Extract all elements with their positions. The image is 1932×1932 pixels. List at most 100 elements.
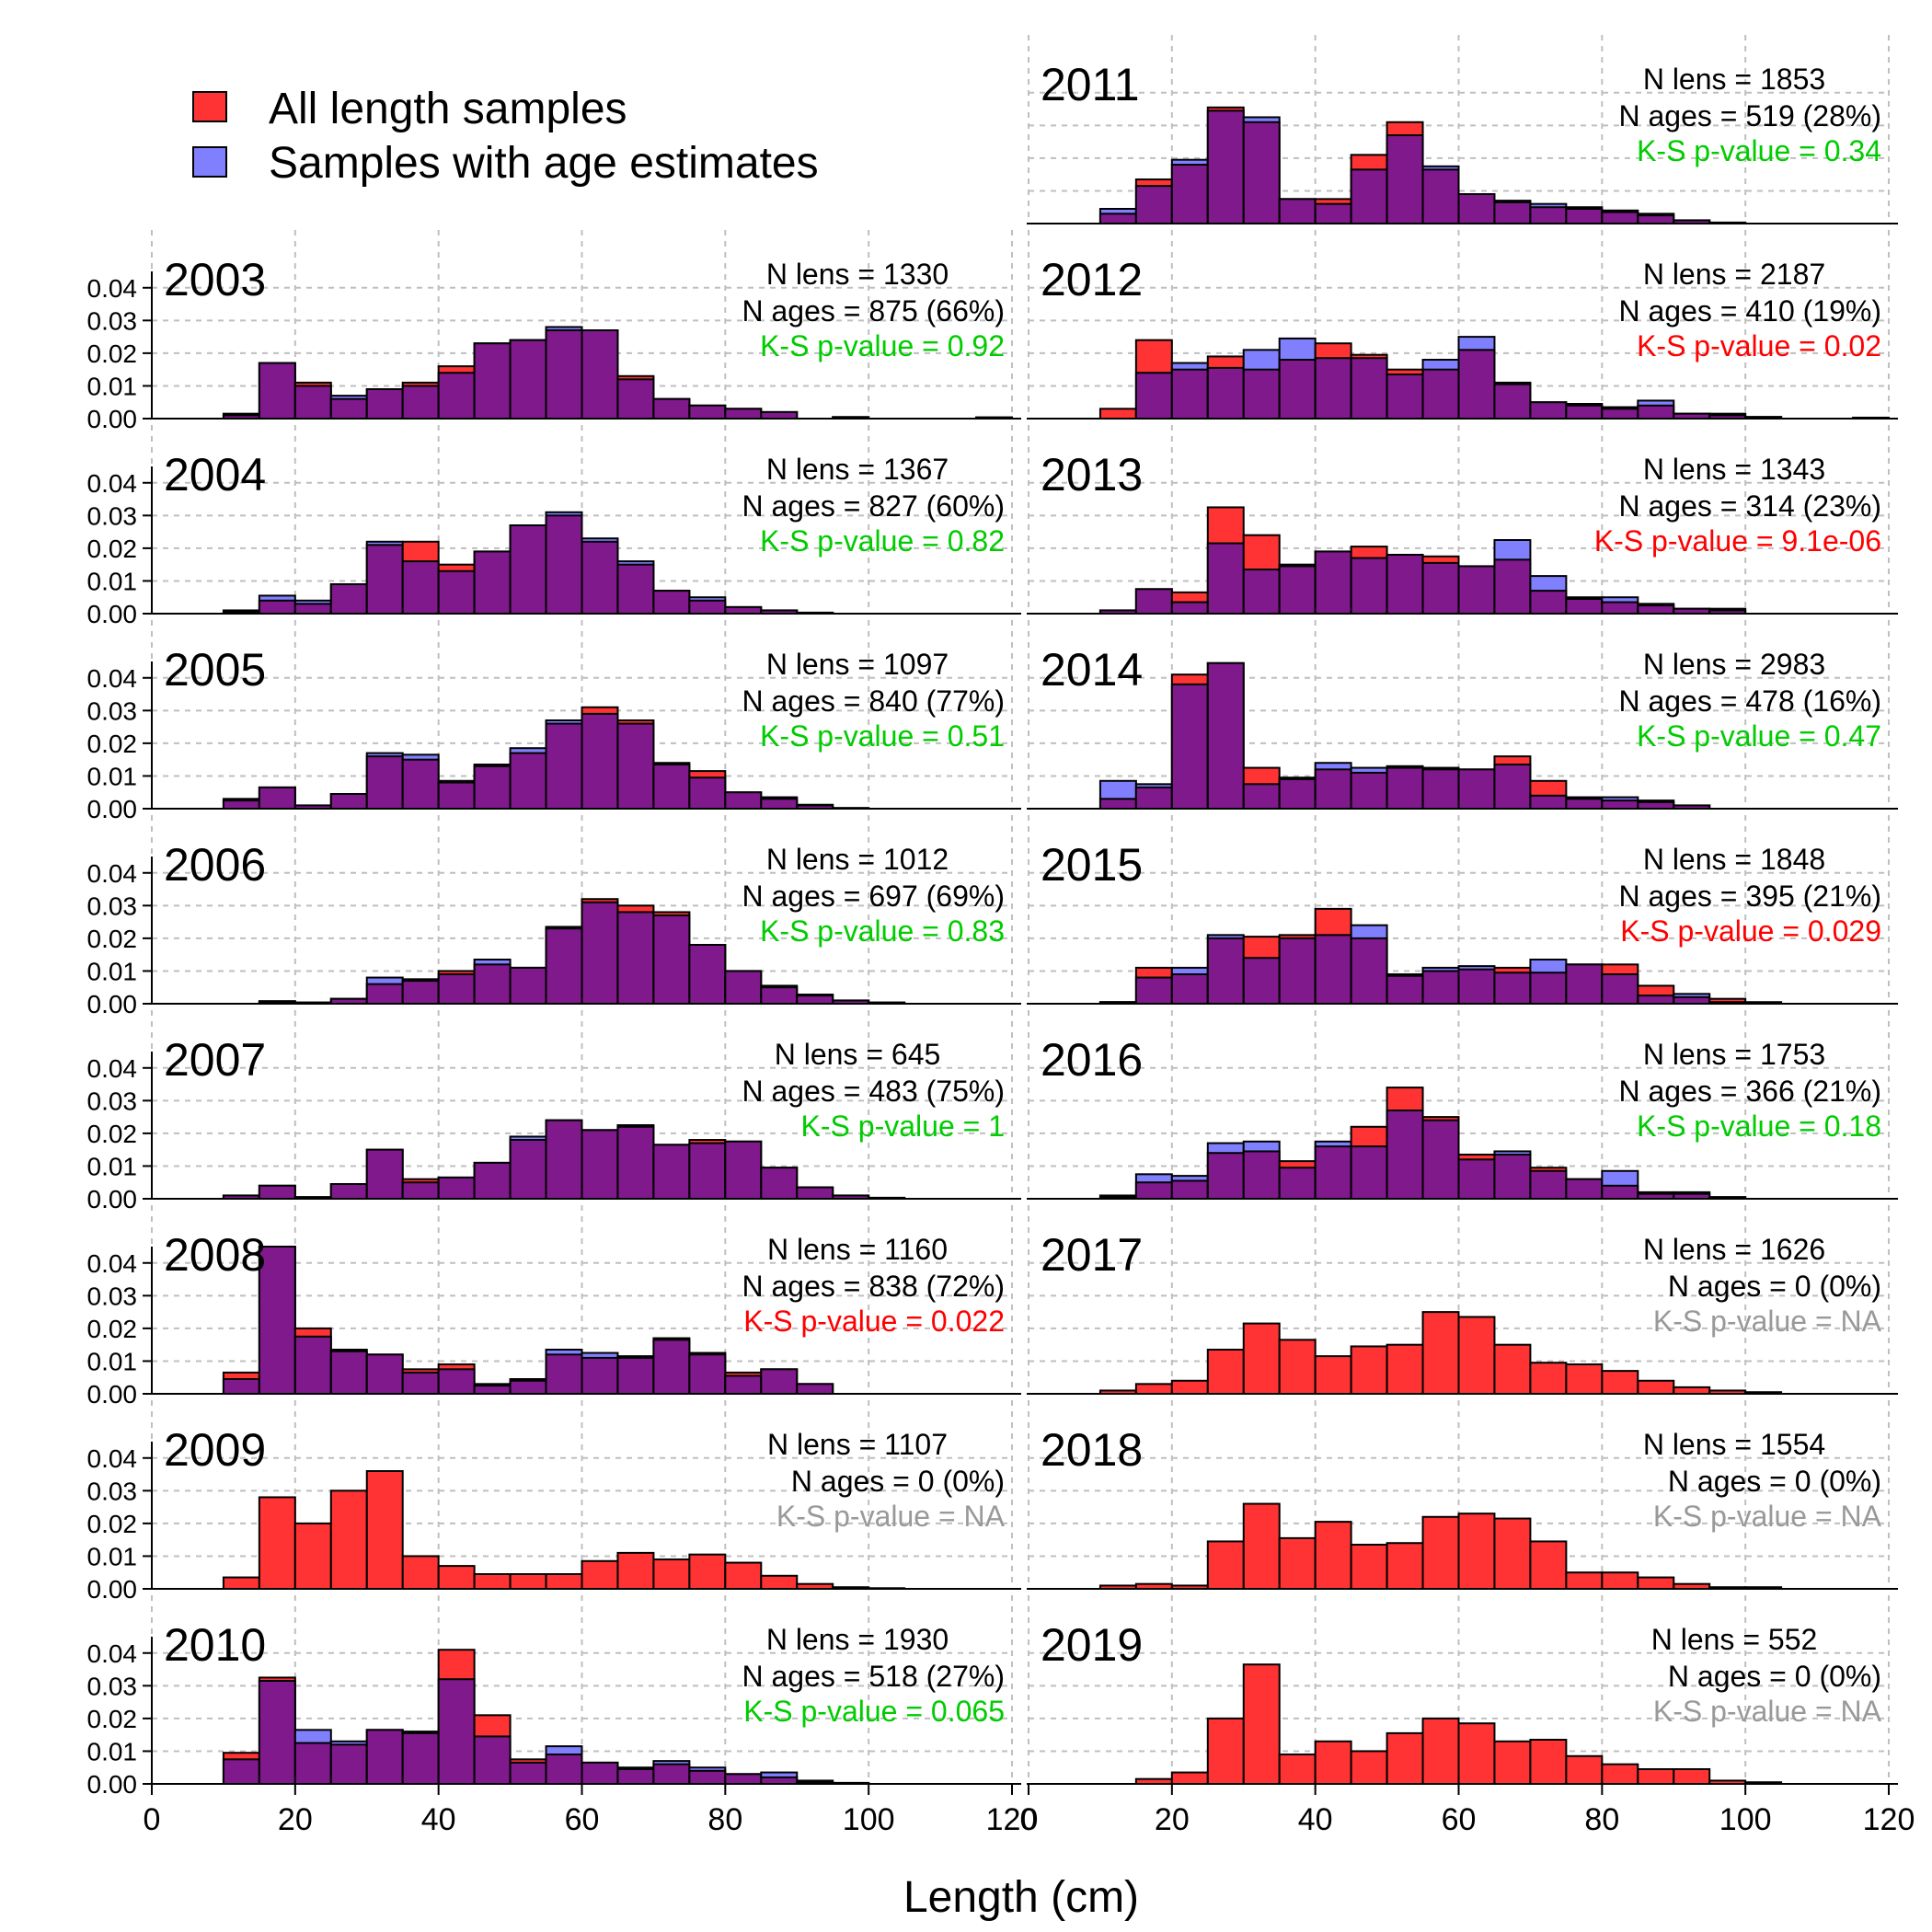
y-tick-label: 0.00 [87,405,138,433]
bar-overlap-2012 [1134,372,1173,420]
bar-overlap-2005 [258,786,296,811]
panel-2009: 0.00 0.01 0.02 0.03 0.04 2009 N lens = 1107 N a… [87,1400,1021,1604]
n-ages-text: N ages = 366 (21%) [1619,1075,1882,1108]
y-tick-label: 0.03 [87,1087,138,1115]
y-tick-label: 0.04 [87,274,138,303]
year-label: 2003 [164,254,266,305]
bar-overlap-2014 [1098,798,1137,810]
bar-overlap-2014 [1242,783,1281,810]
bar-overlap-2013 [1278,565,1317,615]
bar-overlap-2016 [1493,1154,1532,1200]
bar-overlap-2012 [1493,383,1532,420]
bar-overlap-2016 [1350,1145,1388,1200]
bar-overlap-2008 [652,1339,691,1396]
bar-all-2018 [1493,1517,1532,1590]
panel-2017: 2017 N lens = 1626 N ages = 0 (0%)K-S p-va… [1027,1205,1898,1396]
bar-overlap-2005 [581,712,619,811]
bar-overlap-2010 [724,1773,763,1786]
bar-all-2018 [1637,1576,1675,1590]
x-tick-label: 0 [144,1802,161,1837]
y-tick-label: 0.02 [87,730,138,758]
bar-all-2009 [616,1551,655,1591]
bar-all-2019 [1386,1731,1424,1786]
bar-overlap-2016 [1278,1167,1317,1200]
bar-overlap-2005 [760,798,799,810]
bar-all-2018 [1529,1540,1568,1591]
bar-overlap-2014 [1601,799,1639,810]
ks-pvalue-text: K-S p-value = 0.18 [1637,1110,1881,1143]
bar-all-2019 [1457,1722,1496,1785]
bar-overlap-2008 [796,1383,834,1396]
n-ages-text: N ages = 519 (28%) [1619,99,1882,132]
bar-overlap-2012 [1350,357,1388,420]
bar-all-2009 [437,1565,476,1590]
bar-overlap-2012 [1421,368,1460,420]
bar-overlap-2003 [688,404,727,420]
bar-overlap-2013 [1386,554,1424,615]
bar-overlap-2010 [581,1761,619,1786]
bar-overlap-2008 [509,1379,547,1396]
bar-overlap-2005 [365,755,404,810]
bar-all-2017 [1529,1362,1568,1395]
bar-overlap-2008 [222,1378,260,1395]
bar-overlap-2015 [1601,973,1639,1005]
bar-overlap-2007 [437,1176,476,1201]
year-label: 2010 [164,1619,266,1671]
ks-pvalue-text: K-S p-value = NA [1653,1500,1882,1533]
bar-overlap-2014 [1386,766,1424,810]
bar-overlap-2005 [222,799,260,810]
bar-overlap-2003 [581,329,619,420]
bar-overlap-2016 [1529,1169,1568,1201]
bar-overlap-2012 [1529,401,1568,420]
panel-2015: 2015 N lens = 1848 N ages = 395 (21%)K-S p… [1027,815,1898,1006]
x-tick-label: 120 [1863,1802,1915,1837]
bar-overlap-2003 [473,342,512,420]
bar-overlap-2003 [365,388,404,420]
bar-overlap-2012 [1170,368,1209,420]
bar-overlap-2010 [258,1680,296,1785]
bar-all-2019 [1421,1717,1460,1786]
bar-overlap-2003 [724,408,763,420]
n-lens-text: N lens = 1097 [766,648,949,681]
bar-overlap-2008 [545,1353,583,1396]
x-tick-label: 20 [278,1802,313,1837]
bar-overlap-2015 [1637,995,1675,1005]
bar-all-2017 [1278,1339,1317,1396]
bar-overlap-2010 [365,1729,404,1786]
y-tick-label: 0.01 [87,1737,138,1765]
bar-overlap-2003 [652,397,691,420]
bar-overlap-2008 [401,1371,440,1396]
x-tick-label: 100 [843,1802,895,1837]
bar-overlap-2005 [473,765,512,810]
bar-overlap-2010 [652,1763,691,1785]
bar-overlap-2003 [437,372,476,420]
bar-overlap-2013 [1314,550,1352,615]
bar-all-2018 [1206,1540,1245,1591]
n-lens-text: N lens = 1626 [1643,1233,1825,1266]
bar-overlap-2004 [401,560,440,615]
bar-overlap-2005 [329,793,368,810]
y-tick-label: 0.01 [87,372,138,400]
bar-overlap-2010 [329,1743,368,1786]
bar-overlap-2011 [1134,185,1173,225]
bar-overlap-2003 [509,339,547,420]
bar-overlap-2006 [760,986,799,1005]
bar-overlap-2014 [1565,798,1604,810]
bar-overlap-2014 [1457,768,1496,810]
ks-pvalue-text: K-S p-value = NA [1653,1695,1882,1728]
y-tick-label: 0.01 [87,1542,138,1570]
bar-all-2019 [1565,1754,1604,1786]
y-tick-label: 0.04 [87,1249,138,1278]
bar-all-2009 [688,1553,727,1590]
bar-overlap-2004 [652,590,691,615]
bar-overlap-2011 [1170,164,1209,224]
bar-all-2017 [1601,1370,1639,1395]
n-lens-text: N lens = 645 [775,1038,941,1071]
year-label: 2009 [164,1424,266,1476]
bar-overlap-2012 [1206,366,1245,420]
bar-overlap-2014 [1134,786,1173,811]
